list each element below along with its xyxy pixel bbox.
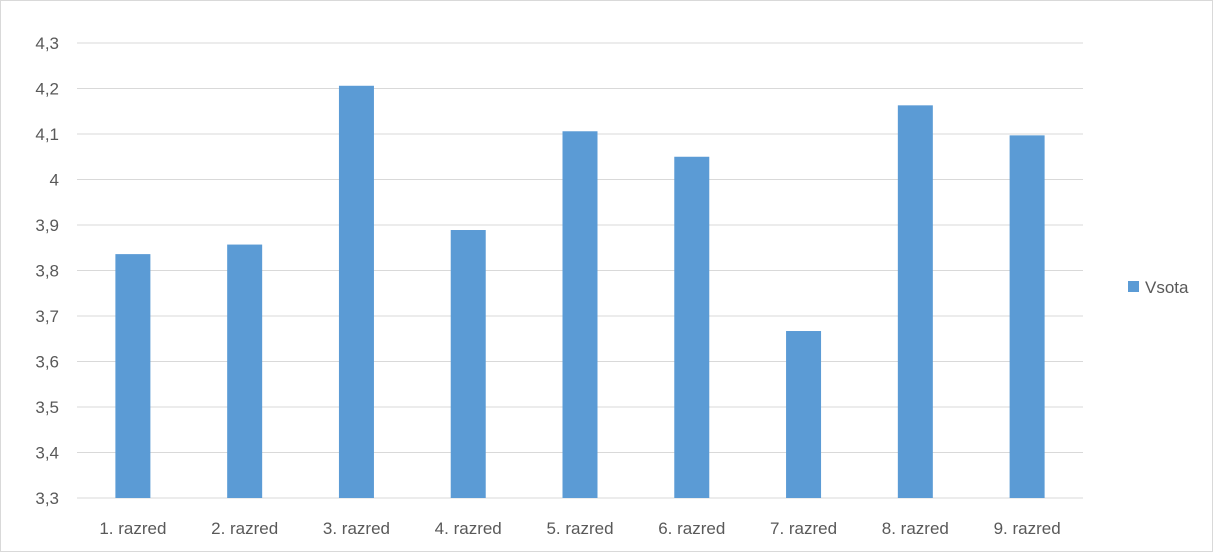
y-tick-label: 3,5 bbox=[35, 398, 59, 417]
y-tick-label: 3,3 bbox=[35, 489, 59, 508]
x-tick-label: 7. razred bbox=[770, 519, 837, 538]
legend-swatch bbox=[1128, 281, 1139, 292]
legend-label: Vsota bbox=[1145, 278, 1189, 297]
x-tick-label: 8. razred bbox=[882, 519, 949, 538]
y-axis-tick-labels: 3,3 3,4 3,5 3,6 3,7 3,8 3,9 4 4,1 4,2 4,3 bbox=[35, 34, 59, 508]
y-tick-label: 4 bbox=[50, 171, 59, 190]
bar bbox=[786, 331, 822, 498]
bar bbox=[338, 85, 374, 499]
x-tick-label: 2. razred bbox=[211, 519, 278, 538]
x-tick-label: 4. razred bbox=[435, 519, 502, 538]
y-tick-label: 3,7 bbox=[35, 307, 59, 326]
y-tick-label: 3,4 bbox=[35, 444, 59, 463]
bar bbox=[115, 254, 151, 498]
bar bbox=[897, 105, 933, 499]
bar bbox=[562, 131, 598, 498]
bar bbox=[1009, 135, 1045, 499]
x-tick-label: 6. razred bbox=[658, 519, 725, 538]
x-tick-label: 3. razred bbox=[323, 519, 390, 538]
y-tick-label: 3,9 bbox=[35, 216, 59, 235]
y-tick-label: 4,2 bbox=[35, 80, 59, 99]
x-axis-tick-labels: 1. razred 2. razred 3. razred 4. razred 5. r… bbox=[99, 519, 1060, 538]
y-tick-label: 3,6 bbox=[35, 353, 59, 372]
bar bbox=[674, 156, 710, 498]
y-tick-label: 4,1 bbox=[35, 125, 59, 144]
bars bbox=[115, 85, 1045, 499]
legend: Vsota bbox=[1128, 278, 1189, 297]
bar bbox=[227, 244, 263, 498]
y-tick-label: 4,3 bbox=[35, 34, 59, 53]
x-tick-label: 9. razred bbox=[994, 519, 1061, 538]
y-tick-label: 3,8 bbox=[35, 262, 59, 281]
x-tick-label: 1. razred bbox=[99, 519, 166, 538]
x-tick-label: 5. razred bbox=[546, 519, 613, 538]
bar bbox=[450, 230, 486, 498]
